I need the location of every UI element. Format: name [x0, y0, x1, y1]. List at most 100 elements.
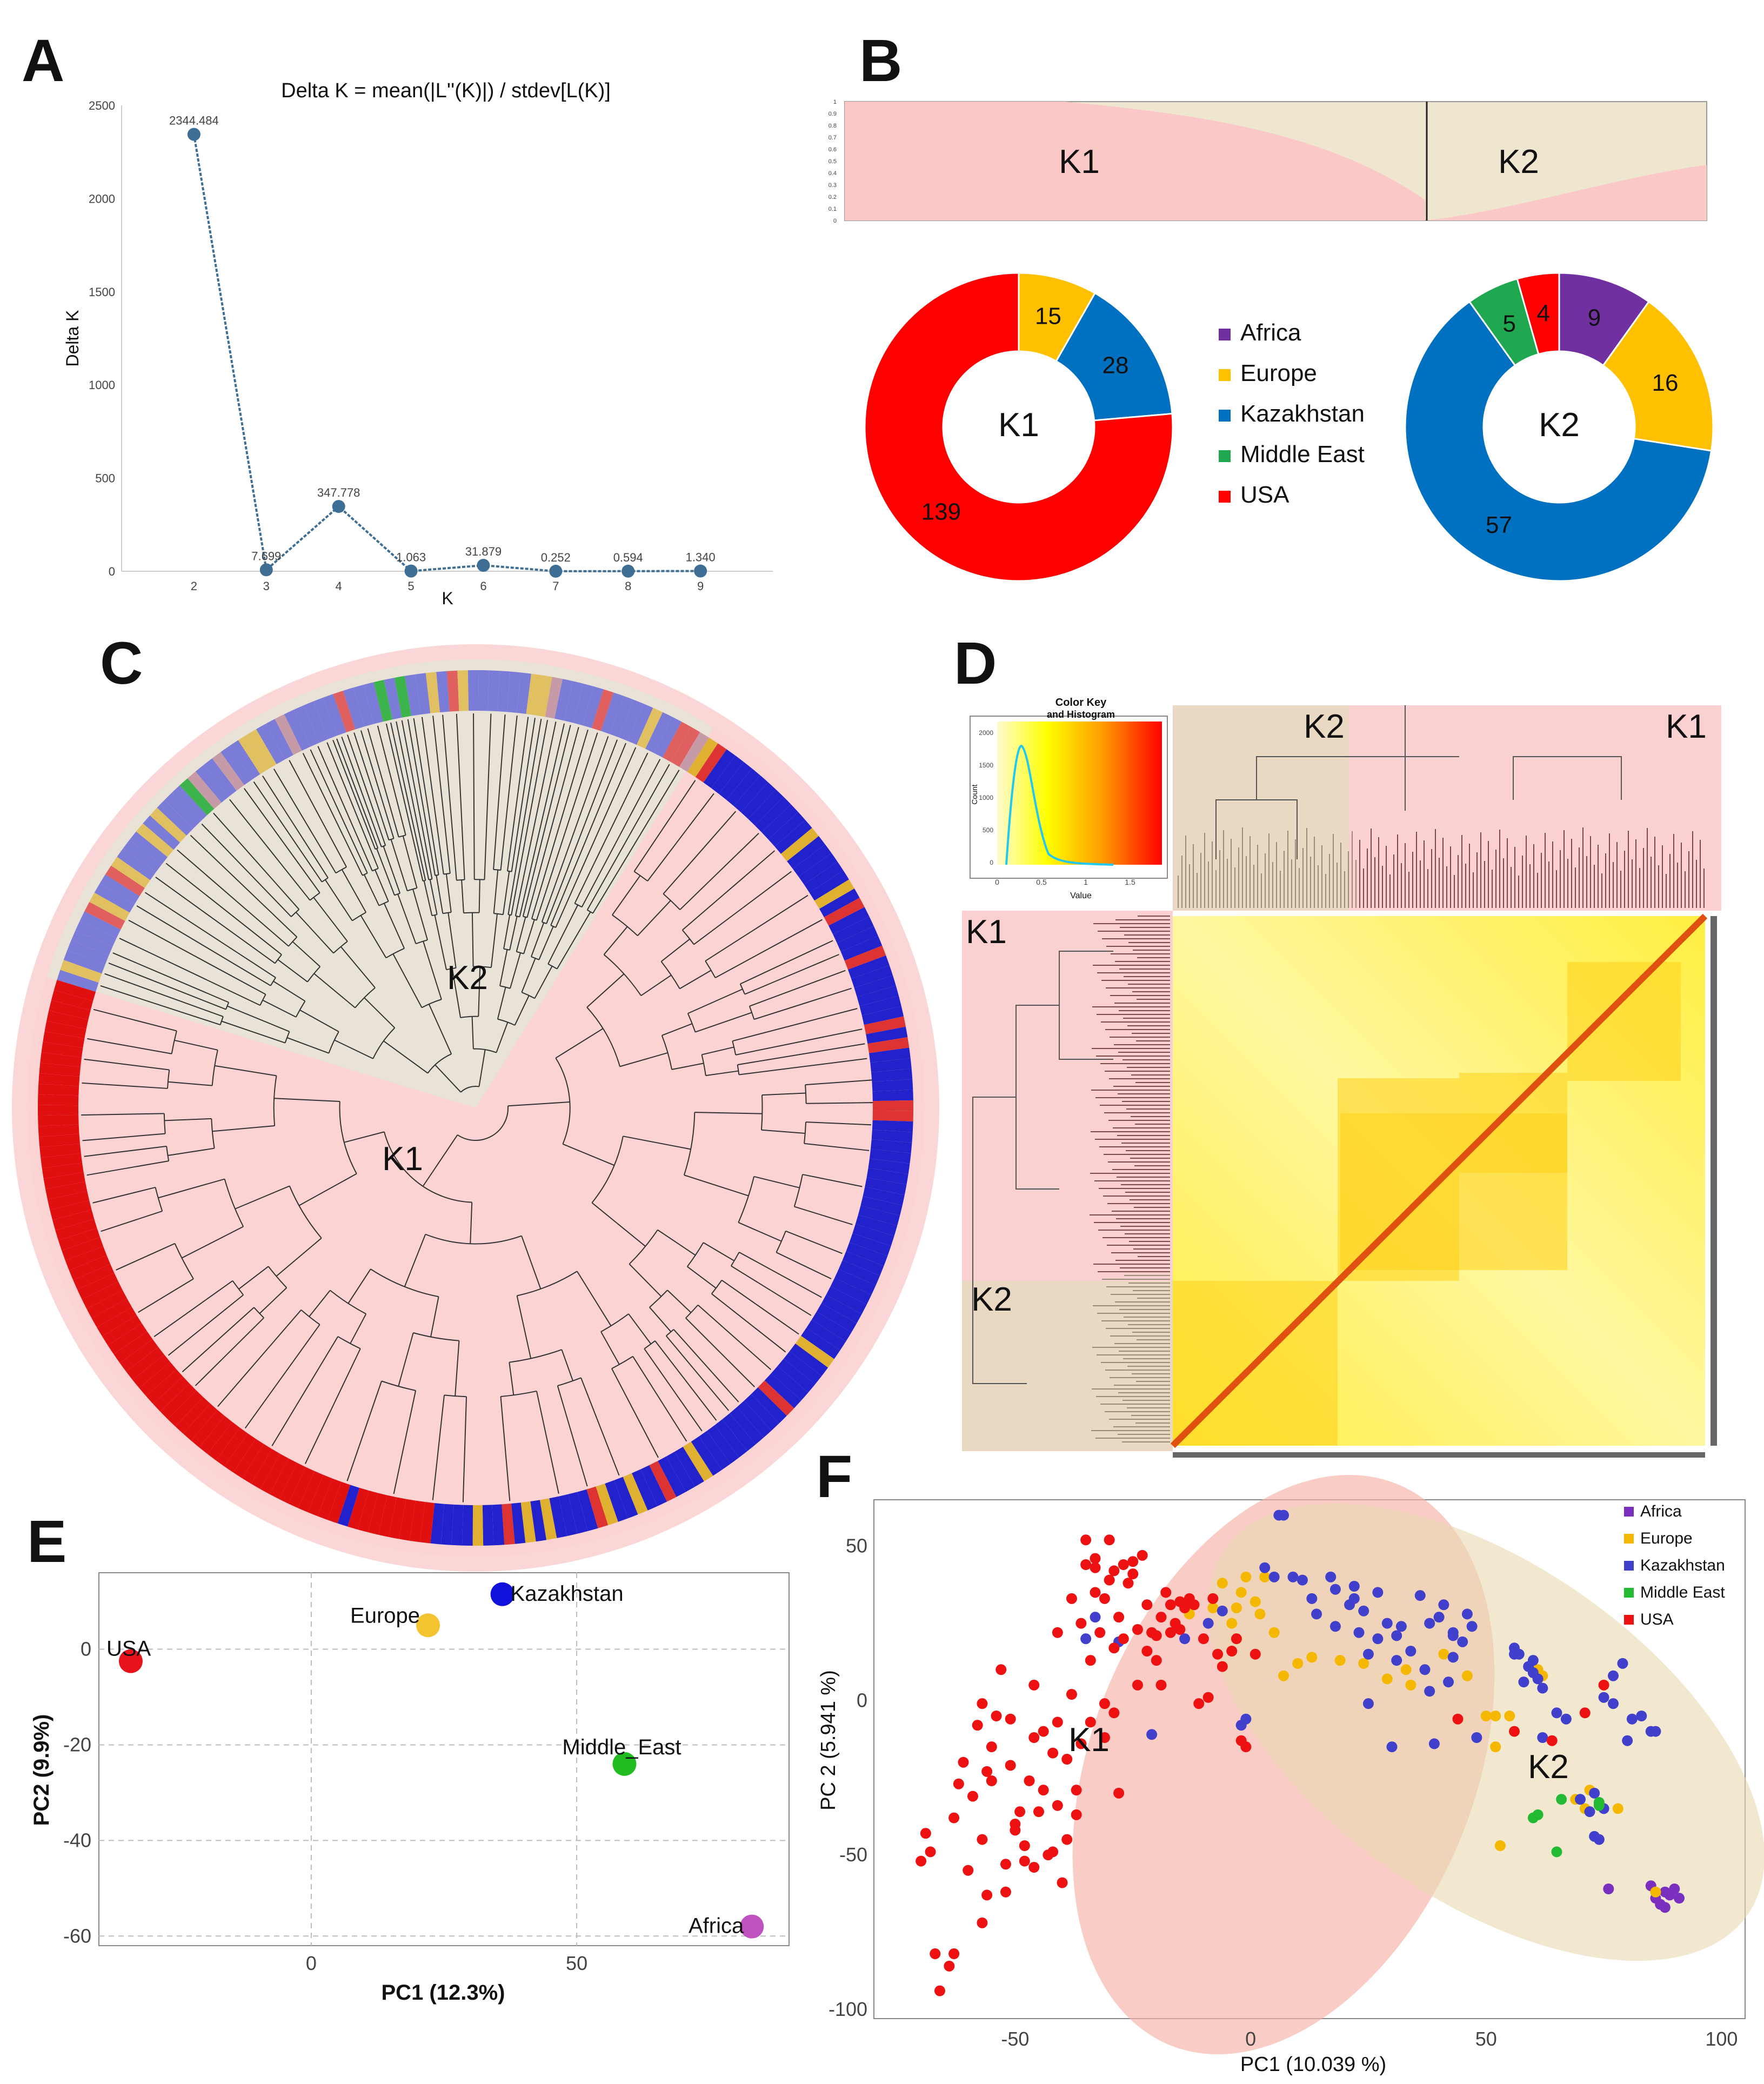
panel-c-tip — [838, 1260, 880, 1286]
panel-c-branch — [435, 874, 439, 876]
panel-c-branch — [375, 847, 378, 850]
panel-c-branch — [402, 836, 418, 889]
panel-c-tip — [256, 724, 285, 764]
panel-c-branch — [761, 1129, 805, 1134]
panel-c-tip — [751, 1387, 787, 1424]
panel-c-branch — [693, 907, 744, 945]
panel-c-branch — [342, 834, 363, 876]
panel-b-y-tick: 0.2 — [828, 194, 837, 201]
panel-d-left-dendrogram-links — [972, 951, 1113, 1384]
panel-c-branch — [506, 813, 516, 871]
panel-c-tip — [247, 729, 277, 770]
panel-f-point — [977, 1917, 988, 1928]
panel-f-point — [1268, 1571, 1280, 1582]
panel-f-point — [1626, 1713, 1638, 1725]
panel-c-branch — [507, 870, 512, 872]
panel-f-legend-label: USA — [1640, 1611, 1674, 1628]
panel-f-point — [1118, 1633, 1129, 1645]
panel-f-point — [1231, 1602, 1242, 1613]
panel-a-point — [332, 500, 345, 513]
panel-f-point — [1146, 1729, 1158, 1740]
panel-c-branch — [309, 1290, 331, 1317]
panel-c-branch — [136, 905, 232, 963]
panel-c-tip — [833, 916, 874, 943]
panel-f-point — [1127, 1556, 1139, 1567]
panel-a-y-tick: 2500 — [89, 99, 115, 112]
panel-c-branch — [377, 786, 395, 839]
panel-d-color-key-x-tick: 0.5 — [1036, 878, 1047, 886]
panel-c-branch — [691, 1388, 717, 1421]
panel-d-top-k2-background — [1173, 705, 1348, 911]
panel-c-branch — [122, 1145, 167, 1152]
panel-b-bar-k2-label: K2 — [1498, 143, 1539, 181]
panel-b-legend-label: Africa — [1240, 319, 1301, 346]
panel-c-tip — [790, 1344, 828, 1377]
panel-c-tip — [849, 1233, 891, 1256]
panel-f-point — [977, 1698, 988, 1709]
panel-c-branch — [182, 1341, 216, 1373]
panel-c-branch — [507, 1101, 570, 1107]
panel-c-branch — [398, 1332, 414, 1387]
panel-c-branch — [390, 722, 416, 833]
panel-c-branch — [429, 878, 432, 880]
panel-c-branch — [521, 1235, 542, 1290]
panel-d-color-key-x-tick: 1 — [1084, 878, 1088, 886]
panel-c-branch — [442, 714, 453, 825]
panel-c-branch — [473, 823, 475, 880]
panel-c-branch — [687, 1266, 717, 1289]
panel-c-tip — [353, 685, 374, 727]
panel-c-branch — [679, 881, 710, 910]
panel-b-y-tick: 0.8 — [828, 123, 837, 129]
panel-f-point — [1254, 1608, 1266, 1620]
panel-c-tip — [91, 1298, 132, 1327]
panel-c-branch — [783, 1028, 863, 1046]
panel-c-branch — [705, 934, 746, 961]
panel-c-tip — [288, 1467, 315, 1508]
panel-c-branch — [155, 877, 224, 927]
panel-f-point — [1259, 1562, 1271, 1573]
panel-c-tip — [605, 1480, 629, 1522]
panel-f-point — [1372, 1633, 1384, 1645]
panel-b-donut-value: 15 — [1035, 303, 1061, 330]
panel-c-branch — [500, 1396, 504, 1430]
panel-c-tip — [600, 692, 624, 734]
panel-c-branch — [370, 1268, 439, 1298]
panel-c-branch — [522, 881, 532, 917]
panel-f-point — [1202, 1692, 1214, 1703]
panel-c-branch — [800, 987, 852, 1005]
panel-c-tip — [79, 911, 121, 938]
panel-c-branch — [506, 715, 518, 816]
panel-c-tip — [801, 1327, 840, 1359]
panel-f-x-tick: -50 — [1001, 2028, 1029, 2050]
panel-f-point — [1235, 1587, 1247, 1598]
panel-c-tip — [111, 857, 150, 889]
panel-f-point — [1179, 1602, 1191, 1613]
panel-c-branch — [427, 1053, 452, 1074]
panel-f-point — [1090, 1562, 1101, 1573]
panel-e-point — [118, 1649, 143, 1673]
panel-c-branch — [490, 913, 498, 968]
panel-c-branch — [662, 1023, 693, 1036]
panel-c-tip — [777, 1359, 816, 1393]
panel-c-branch — [508, 914, 512, 916]
panel-c-branch — [430, 1297, 439, 1337]
panel-c-tip — [399, 1499, 416, 1541]
panel-c-branch — [531, 725, 571, 883]
panel-letter-a: A — [22, 28, 64, 94]
panel-c-branch — [201, 823, 267, 892]
panel-f-point — [1151, 1655, 1162, 1666]
panel-c-tip — [866, 1168, 908, 1185]
panel-f-point — [1019, 1840, 1030, 1851]
panel-c-tip — [536, 675, 552, 717]
panel-c-branch — [413, 1332, 459, 1341]
panel-c-tip — [89, 892, 130, 921]
panel-a-x-tick: 2 — [191, 579, 197, 593]
panel-f-point — [1165, 1627, 1176, 1638]
panel-c-tip — [38, 1124, 79, 1137]
panel-c-branch — [117, 1015, 177, 1032]
panel-c-branch — [226, 1317, 264, 1355]
panel-c-branch — [413, 718, 429, 812]
panel-b-donut-k2: 9 16 57 5 4 — [1404, 272, 1714, 582]
panel-c-branch — [393, 1425, 409, 1494]
